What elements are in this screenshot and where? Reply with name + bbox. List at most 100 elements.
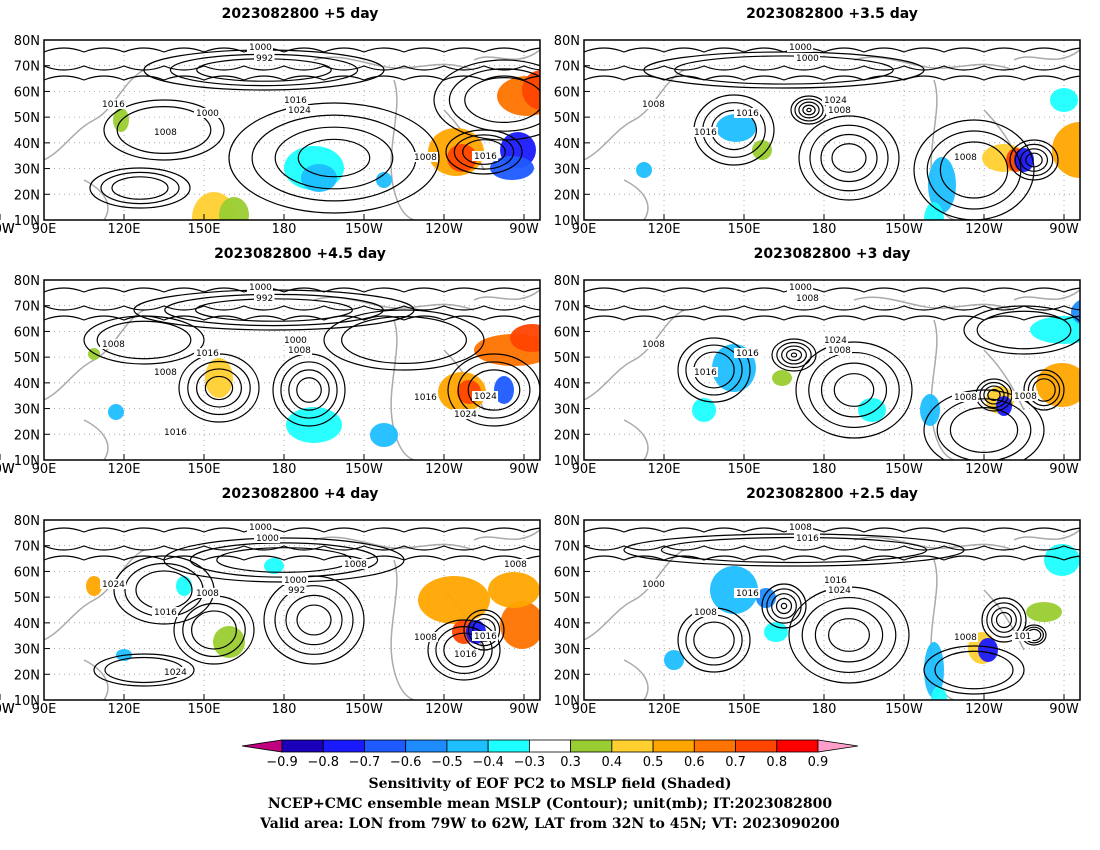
panel-title-3: 2023082800 +4.5 day xyxy=(214,246,386,262)
lat-tick-label: 60N xyxy=(14,85,40,100)
sensitivity-shade xyxy=(418,576,490,624)
colorbar-segment xyxy=(570,739,613,753)
mslp-contour xyxy=(116,105,212,154)
contour-label-bg xyxy=(826,585,852,595)
mslp-contour xyxy=(776,341,812,369)
mslp-contour xyxy=(923,389,1045,460)
lat-tick-label: 30N xyxy=(14,163,40,178)
lat-tick-label: 20N xyxy=(14,428,40,443)
contour-label: 1008 xyxy=(414,633,437,643)
lon-tick-label: 120W xyxy=(965,702,1003,717)
colorbar-tick-label: 0.8 xyxy=(766,755,787,770)
colorbar-tick-label: 0.9 xyxy=(808,755,829,770)
mslp-contour xyxy=(976,310,1072,350)
contour-label-bg xyxy=(247,522,273,532)
mslp-contour xyxy=(693,621,735,659)
contour-label-bg xyxy=(952,392,978,402)
sensitivity-shade xyxy=(370,423,398,447)
mslp-contour xyxy=(833,373,875,407)
contour-label: 1000 xyxy=(789,43,812,53)
contour-label-bg xyxy=(1012,391,1038,401)
contour-label: 1008 xyxy=(1014,392,1037,402)
mslp-contour xyxy=(1025,152,1043,168)
lon-tick-label: 90E xyxy=(32,702,57,717)
contour-label: 1016 xyxy=(824,576,847,586)
panel-title-4: 2023082800 +3 day xyxy=(753,246,911,262)
mslp-contour xyxy=(1032,378,1056,402)
lon-tick-label: 120E xyxy=(107,222,140,237)
colorbar-tick-label: 0.5 xyxy=(643,755,664,770)
contour-label: 1024 xyxy=(824,96,847,106)
lon-tick-label: 150E xyxy=(187,702,220,717)
mslp-contour xyxy=(934,650,1014,690)
mslp-contour xyxy=(584,315,1080,321)
contour-label: 1000 xyxy=(284,336,307,346)
contour-label: 1024 xyxy=(288,106,311,116)
contour-label-bg xyxy=(640,99,666,109)
sensitivity-shade xyxy=(1014,148,1034,172)
lat-tick-label: 30N xyxy=(14,403,40,418)
contour-label-bg xyxy=(286,105,312,115)
colorbar-segment xyxy=(405,739,448,753)
contour-label: 1016 xyxy=(284,96,307,106)
mslp-contour xyxy=(93,653,195,687)
contour-label-bg xyxy=(412,392,438,402)
contour-label-bg xyxy=(822,335,848,345)
lat-tick-label: 40N xyxy=(554,137,580,152)
mslp-contour xyxy=(584,305,1080,311)
sensitivity-shade xyxy=(764,622,788,642)
lat-tick-label: 40N xyxy=(554,617,580,632)
map-frame xyxy=(43,39,541,221)
mslp-contour xyxy=(584,545,1080,551)
contour-label: 1000 xyxy=(256,534,279,544)
contour-label: 1024 xyxy=(828,586,851,596)
lat-tick-label: 50N xyxy=(554,591,580,606)
colorbar-segment xyxy=(487,739,530,753)
lon-tick-label: 120E xyxy=(107,462,140,477)
contour-label: 992 xyxy=(256,294,273,304)
contour-label: 1000 xyxy=(642,580,665,590)
lon-tick-label: 60W xyxy=(0,462,15,477)
contour-label-bg xyxy=(794,293,820,303)
sensitivity-shade xyxy=(716,114,756,142)
contour-label-bg xyxy=(282,575,308,585)
mslp-contour xyxy=(820,133,878,183)
mslp-contour xyxy=(584,47,1080,53)
lon-tick-label: 90E xyxy=(32,222,57,237)
map-panel-2: 1000100010081016101610241008100880N70N60… xyxy=(0,34,1081,237)
lat-tick-label: 10N xyxy=(14,214,40,229)
contour-label-bg xyxy=(194,348,220,358)
lat-tick-label: 60N xyxy=(554,325,580,340)
contour-label-bg xyxy=(194,108,220,118)
contour-label-bg xyxy=(100,579,126,589)
contour-label: 1024 xyxy=(102,580,125,590)
contour-label: 1000 xyxy=(249,43,272,53)
colorbar-segment xyxy=(776,739,819,753)
mslp-contour xyxy=(44,305,540,311)
mslp-contour xyxy=(323,309,485,371)
mslp-contour xyxy=(462,139,506,165)
colorbar-tick-label: −0.3 xyxy=(514,755,546,770)
map-frame xyxy=(583,519,1081,701)
contour-label-bg xyxy=(787,282,813,292)
lat-tick-label: 60N xyxy=(554,565,580,580)
contour-label-bg xyxy=(152,367,178,377)
lon-tick-label: 150E xyxy=(187,462,220,477)
sensitivity-shade xyxy=(205,358,233,398)
sensitivity-shade xyxy=(928,157,956,213)
mslp-contour xyxy=(445,129,523,175)
colorbar-segment xyxy=(693,739,736,753)
contour-label-bg xyxy=(734,348,760,358)
lon-tick-label: 180 xyxy=(812,462,837,477)
contour-label: 1016 xyxy=(102,100,125,110)
lat-tick-label: 20N xyxy=(554,428,580,443)
lat-tick-label: 20N xyxy=(14,668,40,683)
sensitivity-shade xyxy=(924,642,944,698)
mslp-contour xyxy=(936,398,1032,460)
mslp-contour xyxy=(457,361,531,419)
mslp-contour xyxy=(677,337,751,403)
mslp-contour xyxy=(983,385,1005,405)
contour-label: 1008 xyxy=(642,100,665,110)
map-frame xyxy=(43,279,541,461)
